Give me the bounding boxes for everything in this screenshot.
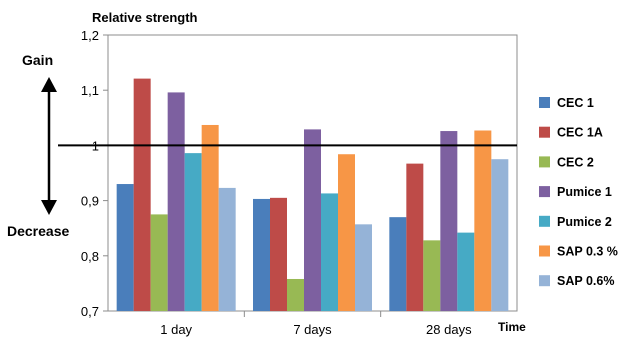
bar <box>491 159 509 311</box>
x-axis-label: Time <box>498 320 526 334</box>
bar <box>218 187 236 311</box>
bar <box>321 193 338 311</box>
bar <box>389 217 407 311</box>
y-tick-label: 1,2 <box>81 28 99 43</box>
legend-swatch <box>539 275 550 287</box>
legend-swatch <box>539 245 550 257</box>
gain-label: Gain <box>22 52 53 68</box>
legend-label: Pumice 2 <box>557 215 612 229</box>
bar <box>355 224 372 311</box>
legend-label: SAP 0.3 % <box>557 245 618 259</box>
bar <box>253 198 270 311</box>
legend-label: SAP 0.6% <box>557 274 614 288</box>
bar <box>287 278 304 311</box>
x-category-label: 1 day <box>160 322 192 337</box>
bar <box>270 197 287 311</box>
legend-label: CEC 2 <box>557 155 594 169</box>
legend-label: CEC 1 <box>557 96 594 110</box>
bar <box>304 129 321 311</box>
decrease-label: Decrease <box>7 223 69 239</box>
legend-label: Pumice 1 <box>557 185 612 199</box>
bar <box>457 232 475 311</box>
bars-group <box>116 78 509 312</box>
gain-decrease-arrow-icon <box>41 77 57 215</box>
bar <box>338 154 355 311</box>
y-tick-label: 0,7 <box>81 304 99 319</box>
legend-swatch <box>539 186 550 198</box>
x-axis-categories: 1 day 7 days 28 days <box>160 311 472 337</box>
bar <box>406 163 424 311</box>
legend-label: CEC 1A <box>557 126 603 140</box>
y-tick-label: 1,1 <box>81 83 99 98</box>
legend-swatch <box>539 126 550 138</box>
bar <box>150 214 168 311</box>
bar <box>133 78 151 311</box>
y-axis-label: Relative strength <box>92 10 198 25</box>
bar <box>201 124 219 311</box>
y-axis-ticks: 0,70,80,911,11,2 <box>81 28 108 319</box>
bar <box>423 240 441 311</box>
x-category-label: 28 days <box>426 322 472 337</box>
y-tick-label: 0,8 <box>81 249 99 264</box>
legend-swatch <box>539 215 550 227</box>
bar <box>167 92 185 312</box>
legend-swatch <box>539 97 550 108</box>
legend: CEC 1 CEC 1A CEC 2 Pumice 1 Pumice 2 SAP 0.3 … <box>539 96 618 288</box>
bar <box>440 131 458 311</box>
x-category-label: 7 days <box>293 322 332 337</box>
legend-swatch <box>539 156 550 168</box>
bar <box>184 153 202 311</box>
bar <box>474 130 492 311</box>
y-tick-label: 0,9 <box>81 194 99 209</box>
bar <box>116 184 134 311</box>
